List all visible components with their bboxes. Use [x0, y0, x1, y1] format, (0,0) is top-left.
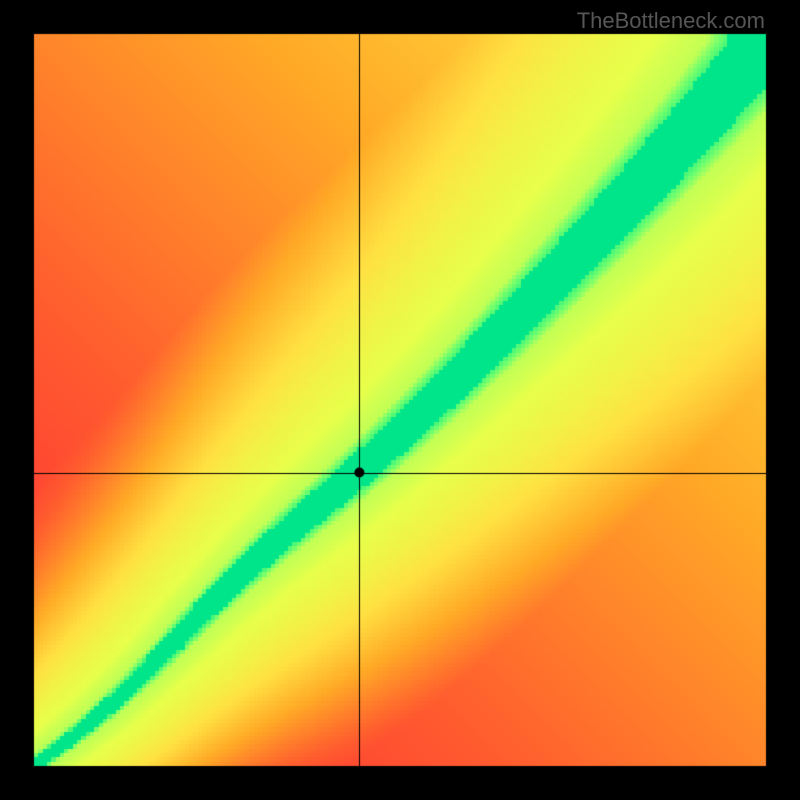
chart-container: TheBottleneck.com	[0, 0, 800, 800]
attribution-text: TheBottleneck.com	[577, 8, 765, 34]
heatmap-canvas	[0, 0, 800, 800]
